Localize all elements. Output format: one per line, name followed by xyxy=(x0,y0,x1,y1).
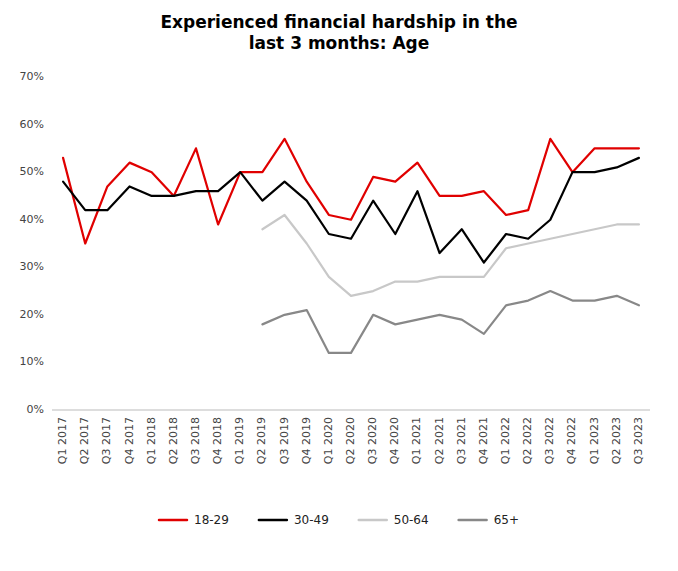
x-tick-label: Q3 2018 xyxy=(189,417,202,464)
y-tick-label: 60% xyxy=(20,118,44,131)
x-tick-label: Q3 2017 xyxy=(100,417,113,464)
y-tick-label: 20% xyxy=(20,308,44,321)
legend: 18-29 30-49 50-64 65+ xyxy=(159,513,519,527)
plot-area xyxy=(63,139,639,353)
x-tick-label: Q4 2020 xyxy=(388,417,401,464)
legend-item: 50-64 xyxy=(359,513,429,527)
legend-label: 65+ xyxy=(494,513,519,527)
x-tick-label: Q1 2019 xyxy=(233,417,246,464)
x-tick-label: Q2 2020 xyxy=(344,417,357,464)
title-line: last 3 months: Age xyxy=(249,33,430,53)
x-tick-label: Q2 2018 xyxy=(167,417,180,464)
y-tick-label: 0% xyxy=(27,403,44,416)
x-tick-label: Q2 2017 xyxy=(78,417,91,464)
series-line xyxy=(262,291,639,353)
legend-swatch xyxy=(159,519,187,522)
x-tick-label: Q1 2023 xyxy=(588,417,601,464)
series-line xyxy=(262,215,639,296)
y-tick-label: 30% xyxy=(20,260,44,273)
x-tick-label: Q2 2022 xyxy=(521,417,534,464)
title: Experienced financial hardship in thelas… xyxy=(160,12,517,53)
x-tick-label: Q1 2017 xyxy=(56,417,69,464)
legend-label: 18-29 xyxy=(194,513,229,527)
y-tick-label: 50% xyxy=(20,165,44,178)
x-tick-label: Q1 2018 xyxy=(145,417,158,464)
x-tick-label: Q1 2021 xyxy=(410,417,423,464)
title-line: Experienced financial hardship in the xyxy=(160,12,517,32)
x-tick-label: Q4 2018 xyxy=(211,417,224,464)
legend-swatch xyxy=(259,519,287,522)
x-tick-label: Q3 2023 xyxy=(632,417,645,464)
x-tick-label: Q3 2021 xyxy=(455,417,468,464)
legend-item: 30-49 xyxy=(259,513,329,527)
x-tick-label: Q2 2019 xyxy=(255,417,268,464)
x-tick-label: Q1 2022 xyxy=(499,417,512,464)
x-tick-label: Q4 2021 xyxy=(477,417,490,464)
x-tick-label: Q2 2021 xyxy=(433,417,446,464)
y-tick-label: 70% xyxy=(20,70,44,83)
x-tick-label: Q2 2023 xyxy=(610,417,623,464)
x-tick-label: Q1 2020 xyxy=(322,417,335,464)
x-axis-line xyxy=(52,410,650,411)
x-tick-label: Q4 2022 xyxy=(565,417,578,464)
legend-item: 65+ xyxy=(459,513,519,527)
background xyxy=(0,0,678,571)
series-line xyxy=(63,139,639,244)
y-tick-label: 10% xyxy=(20,355,44,368)
series-line xyxy=(63,158,639,263)
legend-label: 50-64 xyxy=(394,513,429,527)
x-tick-label: Q4 2017 xyxy=(123,417,136,464)
legend-swatch xyxy=(359,519,387,522)
x-tick-label: Q3 2020 xyxy=(366,417,379,464)
chart: Experienced financial hardship in thelas… xyxy=(0,0,678,571)
y-tick-label: 40% xyxy=(20,213,44,226)
legend-item: 18-29 xyxy=(159,513,229,527)
legend-label: 30-49 xyxy=(294,513,329,527)
legend-swatch xyxy=(459,519,487,522)
x-tick-label: Q4 2019 xyxy=(300,417,313,464)
x-tick-label: Q3 2019 xyxy=(278,417,291,464)
x-tick-label: Q3 2022 xyxy=(543,417,556,464)
